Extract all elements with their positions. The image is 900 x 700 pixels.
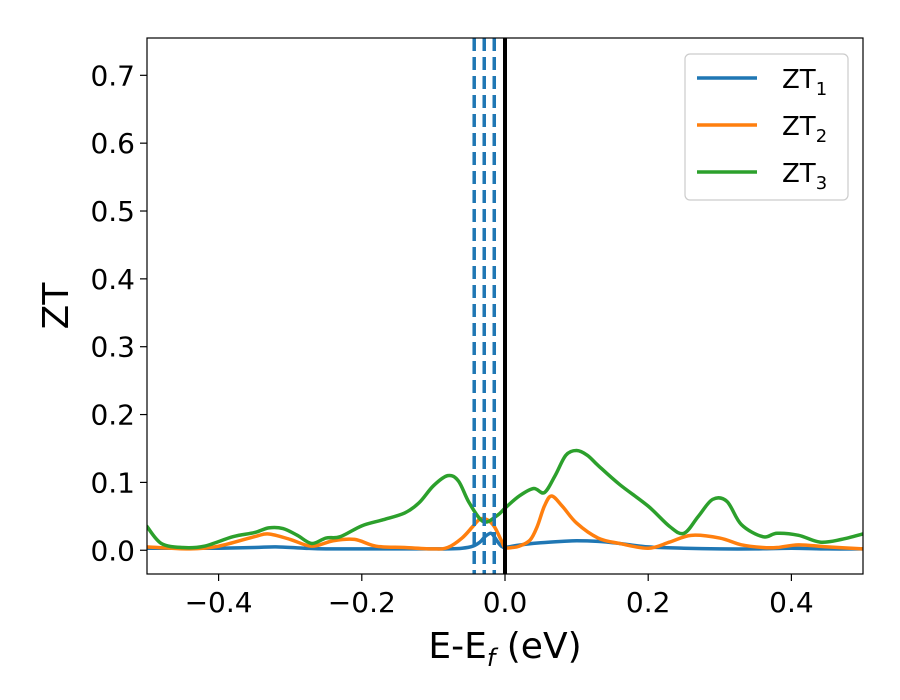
x-tick-label: 0.4 [769,586,814,619]
series-line-2 [147,494,863,551]
legend-label-3: ZT3 [782,159,827,194]
x-tick-label: −0.4 [185,586,253,619]
y-tick-label: 0.3 [90,331,135,364]
y-tick-label: 0.1 [90,466,135,499]
series-line-1 [147,531,863,551]
legend-label-1: ZT1 [782,65,827,100]
y-axis: 0.0 0.1 0.2 0.3 0.4 0.5 0.6 0.7 [90,59,147,567]
x-axis-label-unit: (eV) [495,626,581,667]
y-axis-label: ZT [36,282,77,330]
y-tick-label: 0.7 [90,59,135,92]
legend-box [684,53,849,201]
y-tick-label: 0.0 [90,534,135,567]
legend: ZT1 ZT2 ZT3 [684,53,849,201]
x-axis-label: E-Ef (eV) [428,626,581,672]
y-tick-label: 0.5 [90,195,135,228]
x-axis: −0.4 −0.2 0.0 0.2 0.4 [185,574,814,619]
x-tick-label: 0.0 [483,586,528,619]
x-axis-label-main: E-E [428,626,486,667]
legend-label-2: ZT2 [782,112,827,147]
x-tick-label: 0.2 [626,586,671,619]
plot-area [146,37,864,575]
y-tick-label: 0.6 [90,127,135,160]
x-tick-label: −0.2 [328,586,396,619]
y-tick-label: 0.2 [90,399,135,432]
y-tick-label: 0.4 [90,263,135,296]
